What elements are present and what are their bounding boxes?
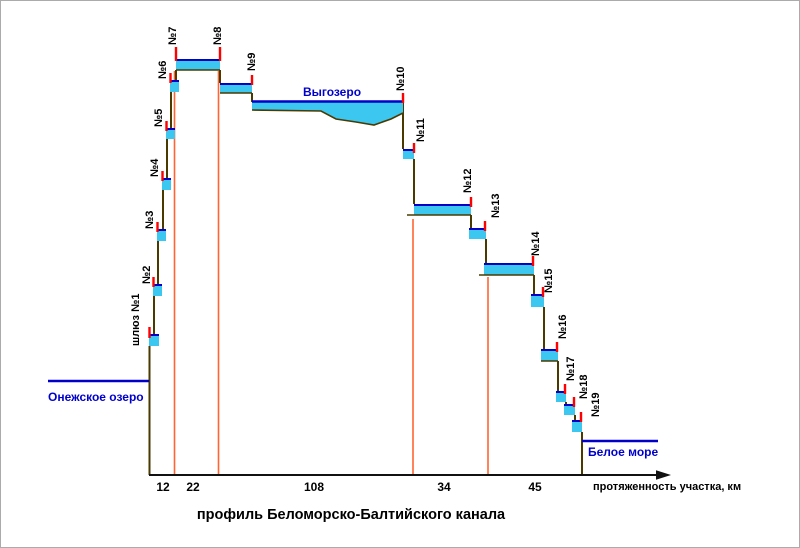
lock-label-5: №5 <box>153 109 165 127</box>
lock-label-1: шлюз №1 <box>130 294 142 346</box>
lock-chamber-water <box>162 178 171 190</box>
segment-divider-lines <box>173 71 489 474</box>
lock-label-7: №7 <box>167 27 179 45</box>
lock-label-3: №3 <box>144 211 156 229</box>
segment-length-4: 34 <box>437 480 451 494</box>
segment-length-labels: 12 22 108 34 45 <box>156 480 542 494</box>
lake-onega-label: Онежское озеро <box>48 390 144 404</box>
lake-vygozero <box>251 100 404 126</box>
lock-chamber-water <box>153 284 162 296</box>
lock-label-12: №12 <box>462 169 474 194</box>
lock-label-2: №2 <box>141 266 153 284</box>
lock-label-16: №16 <box>557 315 569 340</box>
lock-chamber-water <box>531 294 544 307</box>
summit-pool-water <box>176 59 220 70</box>
lock-label-8: №8 <box>212 27 224 45</box>
page-title: профиль Беломорско-Балтийского канала <box>197 507 506 523</box>
lock-label-15: №15 <box>543 269 555 294</box>
segment-length-2: 22 <box>186 480 200 494</box>
lock-chamber-water <box>149 334 159 346</box>
lock-chamber-water <box>564 404 575 415</box>
white-sea-label: Белое море <box>588 445 658 459</box>
lock-chamber-water <box>166 128 175 139</box>
lock-label-13: №13 <box>490 194 502 219</box>
lock-gate-ticks <box>148 47 583 422</box>
axis-arrow-icon <box>656 470 671 480</box>
lock-label-10: №10 <box>395 67 407 92</box>
lock-chamber-water <box>157 229 166 241</box>
axis-label: протяженность участка, км <box>593 481 741 493</box>
lock-chamber-water <box>403 149 414 159</box>
pool-water <box>220 83 252 93</box>
lock-label-11: №11 <box>415 118 427 142</box>
lock-label-17: №17 <box>565 357 577 382</box>
distance-axis <box>149 470 671 480</box>
segment-length-3: 108 <box>304 480 324 494</box>
lock-chamber-water <box>556 391 566 402</box>
pool-water <box>484 263 534 275</box>
lock-chamber-water <box>170 80 179 92</box>
lock-label-6: №6 <box>157 61 169 79</box>
lake-vygozero-water <box>252 101 403 125</box>
lake-vygozero-label: Выгозеро <box>303 85 361 99</box>
segment-length-5: 45 <box>528 480 542 494</box>
lock-label-9: №9 <box>246 53 258 71</box>
segment-length-1: 12 <box>156 480 170 494</box>
canal-bed-profile <box>148 70 583 475</box>
lock-chamber-water <box>469 228 486 239</box>
pool-water <box>414 204 471 215</box>
lock-label-14: №14 <box>530 231 542 256</box>
lock-chamber-water <box>572 420 582 432</box>
lock-label-19: №19 <box>590 393 602 418</box>
lock-labels: шлюз №1 №2 №3 №4 №5 №6 №7 №8 №9 №10 №11 … <box>130 27 602 417</box>
lock-chambers-and-pools <box>149 59 582 432</box>
lock-label-18: №18 <box>578 375 590 400</box>
lock-label-4: №4 <box>149 158 161 177</box>
pool-water <box>541 349 558 361</box>
